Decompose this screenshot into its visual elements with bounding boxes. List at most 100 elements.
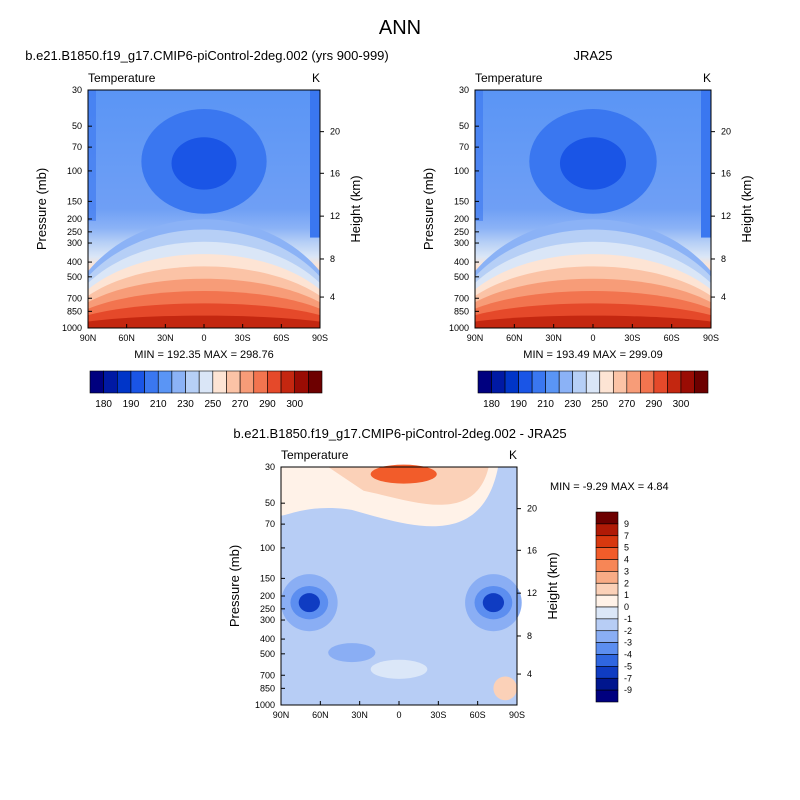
x-tick-label: 60S	[470, 710, 486, 720]
colorbar-swatch	[595, 642, 619, 655]
colorbar-label: 270	[232, 399, 249, 410]
y-tick-label: 1000	[255, 700, 275, 710]
x-tick-label: 30N	[157, 333, 174, 343]
panel-title: JRA25	[573, 48, 612, 63]
y-tick-label: 700	[260, 670, 275, 680]
colorbar-swatch	[545, 370, 560, 394]
stats-text: MIN = 192.35 MAX = 298.76	[134, 349, 273, 361]
panel-units-label: K	[312, 71, 320, 85]
colorbar-swatch	[572, 370, 587, 394]
x-tick-label: 60N	[118, 333, 135, 343]
colorbar-swatch	[595, 535, 619, 548]
polar-cold-column-north	[475, 90, 483, 221]
y-tick-label: 70	[265, 519, 275, 529]
y-tick-label: 50	[459, 121, 469, 131]
y-right-tick-label: 4	[527, 669, 532, 679]
anomaly-negative-core-1	[482, 593, 505, 613]
y-tick-label: 250	[260, 604, 275, 614]
colorbar-swatch	[595, 523, 619, 537]
y-tick-label: 30	[459, 85, 469, 95]
y-axis-label: Pressure (mb)	[227, 545, 242, 627]
colorbar-swatch	[595, 571, 619, 584]
panel-title: b.e21.B1850.f19_g17.CMIP6-piControl-2deg…	[233, 426, 566, 441]
colorbar-label: 7	[624, 531, 629, 541]
y-tick-label: 50	[265, 498, 275, 508]
x-tick-label: 90N	[467, 333, 484, 343]
colorbar-swatch	[280, 370, 296, 394]
colorbar-label: 180	[95, 399, 112, 410]
colorbar-label: 3	[624, 566, 629, 576]
colorbar-swatch	[294, 370, 309, 394]
y-tick-label: 200	[260, 591, 275, 601]
colorbar-label: 290	[646, 399, 663, 410]
colorbar-swatch	[477, 370, 492, 394]
x-tick-label: 60S	[664, 333, 680, 343]
panel-units-label: K	[509, 448, 517, 462]
colorbar-swatch	[595, 594, 619, 608]
y-right-tick-label: 4	[721, 292, 726, 302]
x-tick-label: 90S	[703, 333, 719, 343]
colorbar-label: 210	[150, 399, 167, 410]
colorbar-swatch	[640, 370, 655, 394]
y-tick-label: 700	[454, 293, 469, 303]
colorbar-swatch	[694, 370, 709, 394]
y-right-tick-label: 16	[330, 168, 340, 178]
y-tick-label: 500	[67, 272, 82, 282]
colorbar-label: -4	[624, 650, 632, 660]
x-tick-label: 60N	[312, 710, 329, 720]
y-tick-label: 100	[67, 166, 82, 176]
colorbar-swatch	[595, 666, 619, 679]
colorbar-label: 2	[624, 578, 629, 588]
colorbar-swatch	[144, 370, 159, 394]
colorbar-swatch	[491, 370, 506, 394]
y-right-tick-label: 16	[721, 168, 731, 178]
panel-diff: b.e21.B1850.f19_g17.CMIP6-piControl-2deg…	[227, 426, 669, 720]
colorbar-label: 290	[259, 399, 276, 410]
colorbar-swatch	[185, 370, 200, 394]
x-tick-label: 30N	[351, 710, 368, 720]
y-tick-label: 250	[67, 227, 82, 237]
colorbar-swatch	[89, 370, 104, 394]
y-tick-label: 300	[67, 238, 82, 248]
anomaly-positive-2	[328, 467, 489, 505]
polar-cold-column	[701, 90, 711, 238]
x-tick-label: 0	[396, 710, 401, 720]
colorbar-swatch	[595, 559, 619, 572]
y-right-tick-label: 8	[721, 254, 726, 264]
x-tick-label: 0	[201, 333, 206, 343]
y-right-tick-label: 12	[721, 211, 731, 221]
colorbar-swatch	[595, 689, 619, 703]
y-right-tick-label: 16	[527, 545, 537, 555]
y-tick-label: 400	[454, 257, 469, 267]
y-tick-label: 200	[454, 214, 469, 224]
colorbar-swatch	[267, 370, 282, 394]
x-tick-label: 0	[590, 333, 595, 343]
colorbar-swatch	[585, 370, 601, 394]
y-tick-label: 700	[67, 293, 82, 303]
colorbar-swatch	[595, 511, 619, 525]
colorbar-label: 1	[624, 590, 629, 600]
y-right-tick-label: 20	[721, 127, 731, 137]
stats-text: MIN = 193.49 MAX = 299.09	[523, 349, 662, 361]
y-tick-label: 150	[67, 196, 82, 206]
colorbar-swatch	[253, 370, 268, 394]
x-tick-label: 30S	[235, 333, 251, 343]
x-tick-label: 30N	[545, 333, 562, 343]
y-tick-label: 100	[454, 166, 469, 176]
cold-tropopause-core	[171, 137, 237, 190]
y-right-tick-label: 20	[330, 127, 340, 137]
y-right-tick-label: 12	[527, 588, 537, 598]
y-right-tick-label: 20	[527, 504, 537, 514]
y-tick-label: 70	[72, 142, 82, 152]
y-tick-label: 150	[454, 196, 469, 206]
panel-model: b.e21.B1850.f19_g17.CMIP6-piControl-2deg…	[25, 48, 389, 410]
x-tick-label: 60S	[273, 333, 289, 343]
y-tick-label: 200	[67, 214, 82, 224]
colorbar-label: 4	[624, 555, 629, 565]
colorbar-label: 190	[123, 399, 140, 410]
colorbar-swatch	[171, 370, 186, 394]
anomaly-negative-core-0	[298, 593, 320, 613]
y-right-tick-label: 4	[330, 292, 335, 302]
